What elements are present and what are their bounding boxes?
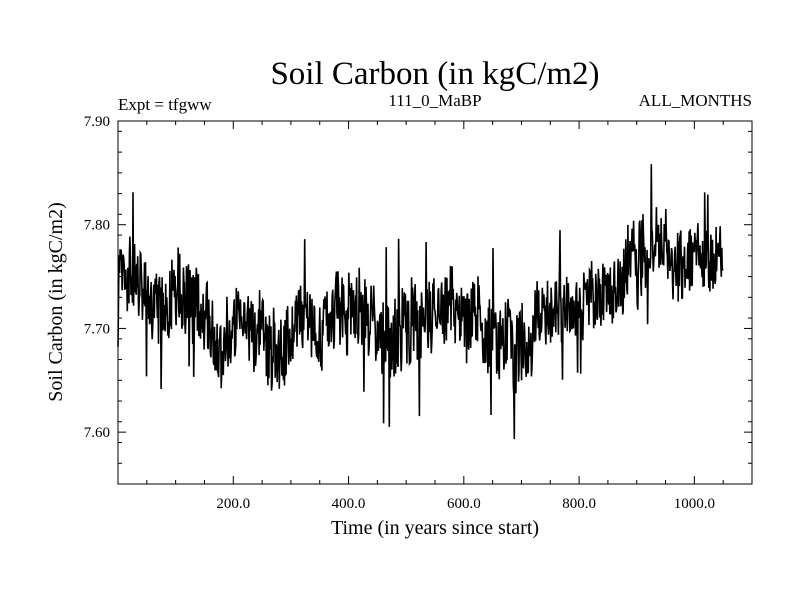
plot-area: [117, 164, 724, 440]
y-axis: 7.60 7.70 7.80 7.90: [84, 114, 752, 485]
series-line-soil-carbon: [117, 164, 724, 440]
subtitle-period: 111_0_MaBP: [388, 91, 481, 110]
subtitle-months: ALL_MONTHS: [639, 91, 752, 110]
x-tick-label: 800.0: [562, 496, 596, 512]
x-tick-label: 1000.0: [674, 496, 715, 512]
y-tick-label: 7.90: [84, 114, 110, 130]
chart-title: Soil Carbon (in kgC/m2): [270, 56, 599, 92]
x-axis-label: Time (in years since start): [331, 517, 539, 539]
y-axis-label: Soil Carbon (in kgC/m2): [45, 202, 67, 401]
y-tick-label: 7.70: [84, 321, 110, 337]
x-tick-label: 400.0: [332, 496, 366, 512]
x-tick-label: 600.0: [447, 496, 481, 512]
x-tick-label: 200.0: [216, 496, 250, 512]
x-axis: 200.0 400.0 600.0 800.0 1000.0: [146, 121, 724, 512]
subtitle-experiment: Expt = tfgww: [118, 95, 212, 114]
y-tick-label: 7.80: [84, 218, 110, 234]
y-tick-label: 7.60: [84, 425, 110, 441]
